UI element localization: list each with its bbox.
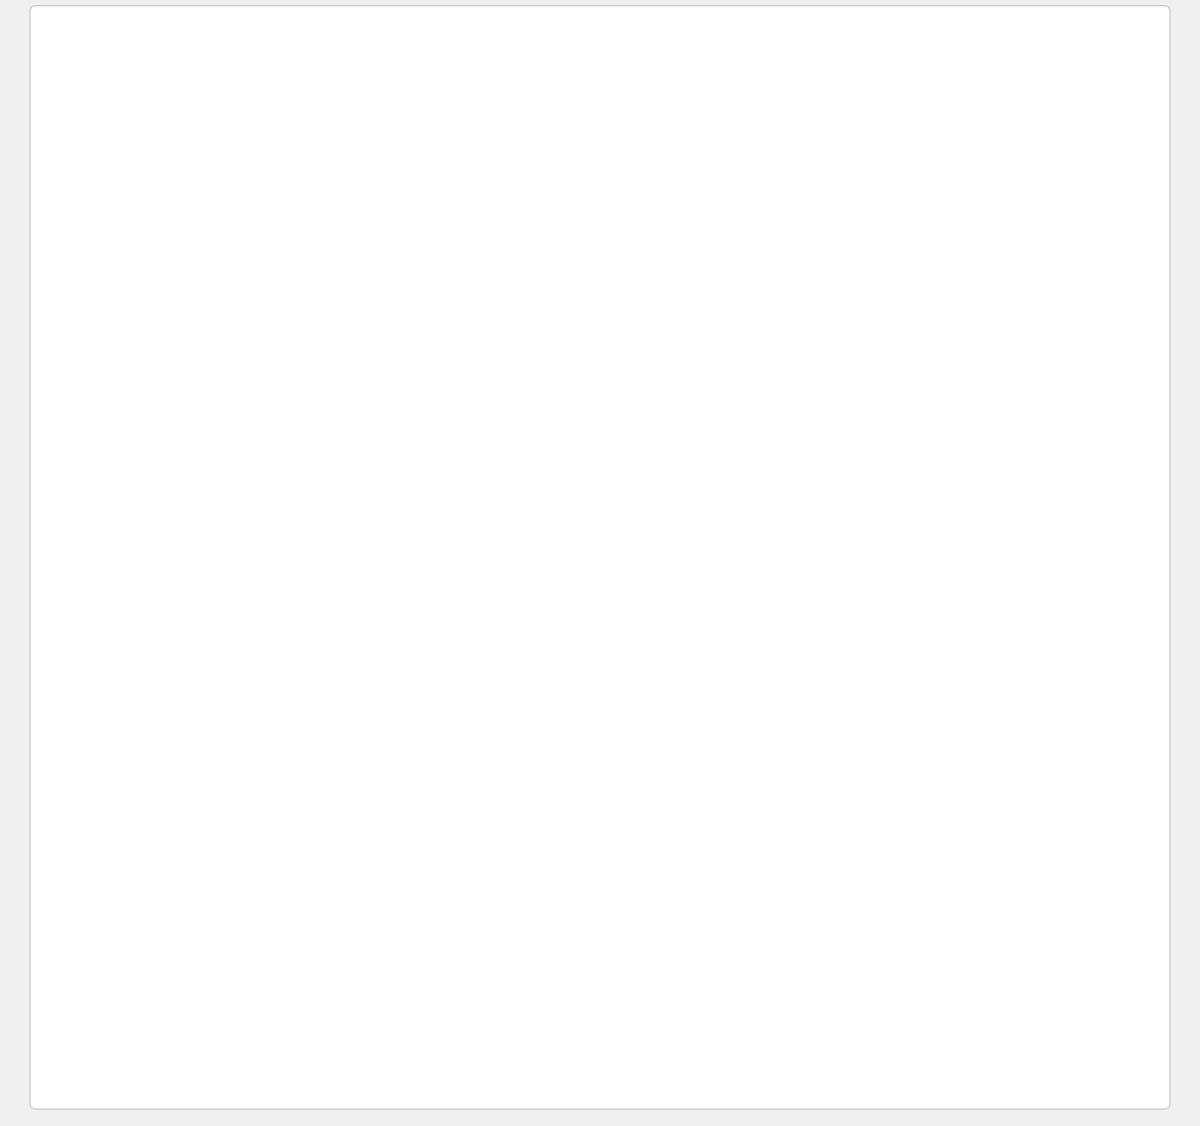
- Text: (d)  The $p$-value is the probability of the null hypothesis being true given a : (d) The $p$-value is the probability of …: [156, 359, 954, 381]
- Text: failures.: failures.: [186, 772, 254, 789]
- Text: (c)  No, the samples are not expected to have the required minimum number of suc: (c) No, the samples are not expected to …: [156, 752, 950, 769]
- Text: (a)  0.0000: (a) 0.0000: [156, 486, 247, 503]
- Text: (a)  $p_0$ is the true value of the population proportion.: (a) $p_0$ is the true value of the popul…: [156, 92, 600, 114]
- Text: Suppose that we are testing $H_0$:  $p =$ 0.70 with a sample $\hat{p} =$ 0.50 an: Suppose that we are testing $H_0$: $p =$…: [126, 658, 905, 682]
- Text: (c)  The $p$-value is the probability of a random sample producing a test statis: (c) The $p$-value is the probability of …: [156, 313, 977, 334]
- Text: (d)  Can’t tell; there is not enough information.: (d) Can’t tell; there is not enough info…: [156, 798, 552, 815]
- Text: or bigger than $z = 1.35$.: or bigger than $z = 1.35$.: [186, 379, 385, 401]
- Text: Question 1:: Question 1:: [86, 39, 203, 57]
- Text: Question 4:: Question 4:: [86, 635, 203, 653]
- Text: (b)  The $p$-value is the probability that the null hypothesis is false: (b) The $p$-value is the probability tha…: [156, 291, 707, 312]
- Text: Question 3:: Question 3:: [86, 414, 203, 432]
- Text: (e)  1.000: (e) 1.000: [156, 577, 238, 593]
- Text: Suppose that we are testing $H_0$:  $p = 0.05$ and a random sample of size 200 y: Suppose that we are testing $H_0$: $p = …: [126, 437, 942, 458]
- Text: (b)  Yes, the samples are expected to have at least 10 successes.: (b) Yes, the samples are expected to hav…: [156, 730, 698, 747]
- Text: (d)  $p_0$ is the transformed value of the population proportion under the null : (d) $p_0$ is the transformed value of th…: [156, 160, 890, 181]
- Text: (b)  0.0158: (b) 0.0158: [156, 509, 248, 526]
- Text: and found the $p$-value $= 0.0885$.  Which is the best interpretation of the $p$: and found the $p$-value $= 0.0885$. Whic…: [126, 239, 810, 260]
- Text: (c)  $p_0$ is the hypothesized value of the population proportion under the null: (c) $p_0$ is the hypothesized value of t…: [156, 137, 896, 159]
- Text: (a)  Yes, the samples are expected to have at least 10 successes and 10 failures: (a) Yes, the samples are expected to hav…: [156, 707, 829, 724]
- Text: Question 2:: Question 2:: [86, 196, 203, 214]
- Text: You have completed a hypothesis test with $H_A$ :  $p > 0.15$.  You computed the: You have completed a hypothesis test wit…: [126, 218, 952, 240]
- Text: (c)  0.0154: (c) 0.0154: [156, 531, 247, 548]
- Text: What is SD($\hat{p}$) under the null hypothesis?: What is SD($\hat{p}$) under the null hyp…: [126, 457, 474, 482]
- Text: Which statement about $H_0$:  $p = p_0$ is true?: Which statement about $H_0$: $p = p_0$ i…: [126, 62, 484, 83]
- Text: (b)  $p_0$ is the estimated value of the population proportion.: (b) $p_0$ is the estimated value of the …: [156, 115, 649, 136]
- Text: success-failure condition, should you carry out a hypothesis test about the prop: success-failure condition, should you ca…: [126, 678, 857, 695]
- Text: than $z = 1.35$ when the null hypothesis is true.: than $z = 1.35$ when the null hypothesis…: [186, 333, 577, 355]
- Text: (a)  The $p$-value is the probability that the null hypothesis is true.: (a) The $p$-value is the probability tha…: [156, 268, 707, 289]
- Text: (f)  200: (f) 200: [156, 599, 217, 616]
- Text: (d)  0.0689: (d) 0.0689: [156, 554, 248, 571]
